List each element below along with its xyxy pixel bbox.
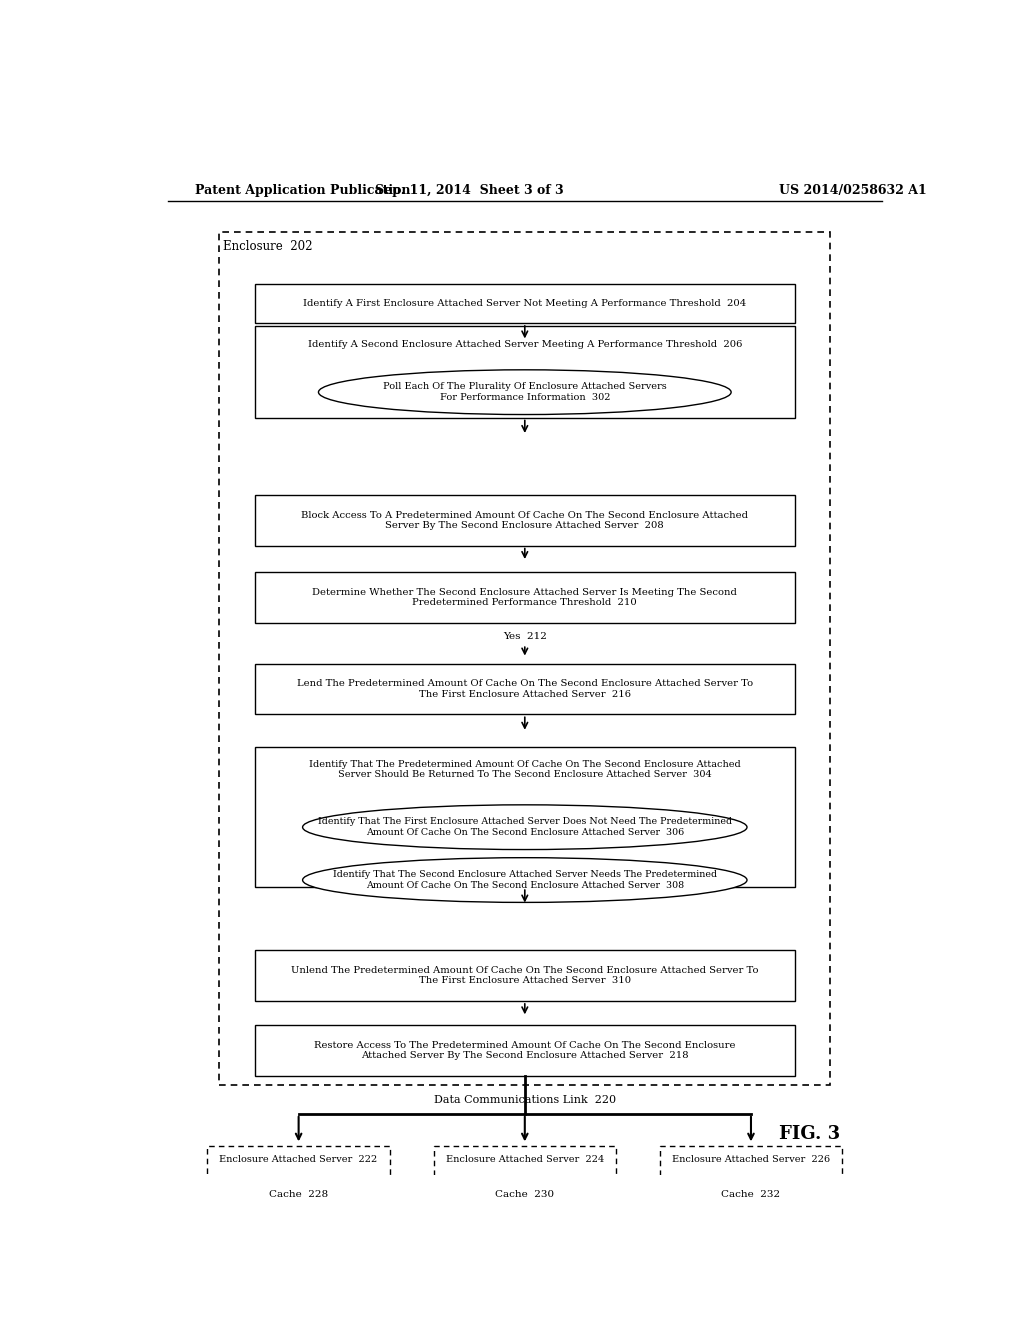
Text: Patent Application Publication: Patent Application Publication: [196, 185, 411, 198]
Text: Enclosure Attached Server  224: Enclosure Attached Server 224: [445, 1155, 604, 1164]
Text: Identify That The First Enclosure Attached Server Does Not Need The Predetermine: Identify That The First Enclosure Attach…: [317, 817, 732, 837]
FancyBboxPatch shape: [255, 495, 795, 545]
Text: Identify A First Enclosure Attached Server Not Meeting A Performance Threshold  : Identify A First Enclosure Attached Serv…: [303, 300, 746, 309]
Text: Identify That The Second Enclosure Attached Server Needs The Predetermined
Amoun: Identify That The Second Enclosure Attac…: [333, 870, 717, 890]
Text: Determine Whether The Second Enclosure Attached Server Is Meeting The Second
Pre: Determine Whether The Second Enclosure A…: [312, 587, 737, 607]
Text: Cache  232: Cache 232: [722, 1189, 780, 1199]
FancyBboxPatch shape: [255, 1026, 795, 1076]
Text: Cache  230: Cache 230: [496, 1189, 554, 1199]
Text: Sep. 11, 2014  Sheet 3 of 3: Sep. 11, 2014 Sheet 3 of 3: [375, 185, 563, 198]
Ellipse shape: [302, 858, 748, 903]
Text: US 2014/0258632 A1: US 2014/0258632 A1: [778, 185, 927, 198]
FancyBboxPatch shape: [255, 284, 795, 323]
Text: Cache  228: Cache 228: [269, 1189, 328, 1199]
Text: Poll Each Of The Plurality Of Enclosure Attached Servers
For Performance Informa: Poll Each Of The Plurality Of Enclosure …: [383, 383, 667, 401]
Ellipse shape: [318, 370, 731, 414]
FancyBboxPatch shape: [255, 572, 795, 623]
Ellipse shape: [302, 805, 748, 850]
Text: FIG. 3: FIG. 3: [778, 1125, 840, 1143]
Text: Lend The Predetermined Amount Of Cache On The Second Enclosure Attached Server T: Lend The Predetermined Amount Of Cache O…: [297, 680, 753, 698]
Text: Data Communications Link  220: Data Communications Link 220: [434, 1094, 615, 1105]
Text: Yes  212: Yes 212: [503, 631, 547, 640]
Text: Unlend The Predetermined Amount Of Cache On The Second Enclosure Attached Server: Unlend The Predetermined Amount Of Cache…: [291, 966, 759, 985]
Text: Enclosure Attached Server  222: Enclosure Attached Server 222: [219, 1155, 378, 1164]
FancyBboxPatch shape: [255, 326, 795, 417]
Text: Identify A Second Enclosure Attached Server Meeting A Performance Threshold  206: Identify A Second Enclosure Attached Ser…: [307, 341, 742, 348]
Text: Block Access To A Predetermined Amount Of Cache On The Second Enclosure Attached: Block Access To A Predetermined Amount O…: [301, 511, 749, 529]
Text: Restore Access To The Predetermined Amount Of Cache On The Second Enclosure
Atta: Restore Access To The Predetermined Amou…: [314, 1041, 735, 1060]
FancyBboxPatch shape: [255, 664, 795, 714]
Text: Identify That The Predetermined Amount Of Cache On The Second Enclosure Attached: Identify That The Predetermined Amount O…: [309, 759, 740, 779]
Text: Enclosure Attached Server  226: Enclosure Attached Server 226: [672, 1155, 830, 1164]
Text: Enclosure  202: Enclosure 202: [223, 240, 312, 252]
FancyBboxPatch shape: [255, 747, 795, 887]
FancyBboxPatch shape: [255, 950, 795, 1001]
